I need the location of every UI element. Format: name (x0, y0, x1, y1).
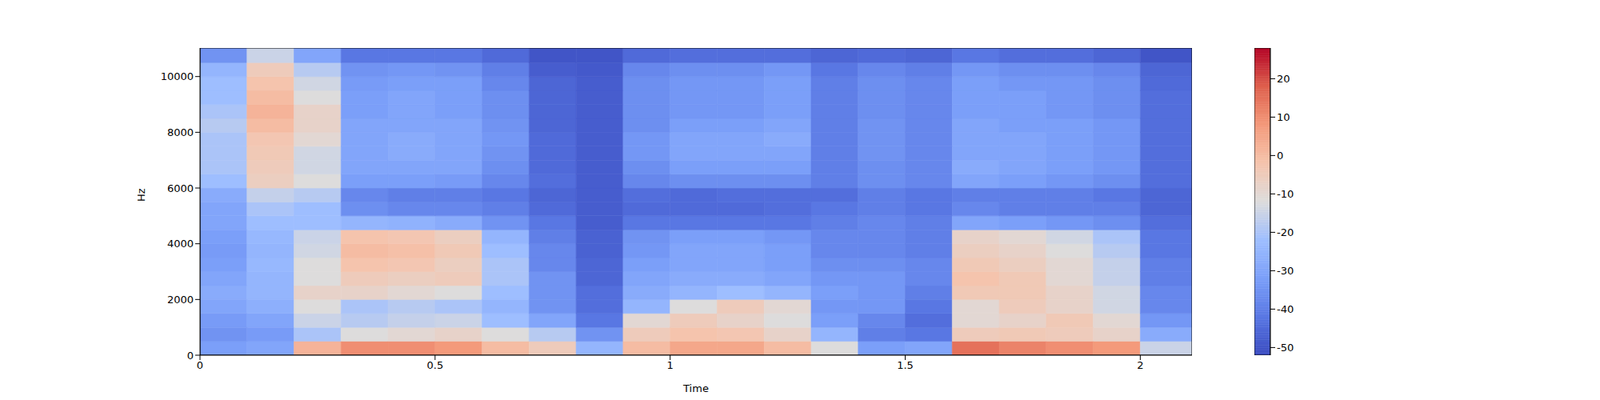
svg-text:-40: -40 (1276, 303, 1294, 316)
svg-text:10: 10 (1276, 111, 1291, 124)
svg-text:2: 2 (1136, 359, 1144, 372)
svg-text:0: 0 (196, 359, 204, 372)
svg-text:20: 20 (1276, 72, 1291, 85)
svg-text:-10: -10 (1276, 188, 1294, 200)
svg-text:1.5: 1.5 (896, 359, 914, 372)
svg-text:-20: -20 (1276, 226, 1294, 239)
svg-text:0.5: 0.5 (426, 359, 444, 372)
svg-text:4000: 4000 (167, 237, 194, 250)
svg-text:Hz: Hz (135, 188, 148, 202)
svg-text:0: 0 (1276, 149, 1284, 162)
svg-text:0: 0 (187, 349, 194, 362)
svg-text:8000: 8000 (167, 126, 194, 139)
svg-text:1: 1 (667, 359, 674, 372)
svg-text:2000: 2000 (167, 293, 194, 306)
svg-text:-30: -30 (1276, 264, 1294, 277)
svg-text:Time: Time (682, 382, 709, 395)
svg-text:-50: -50 (1276, 341, 1294, 354)
svg-text:6000: 6000 (167, 182, 194, 195)
svg-text:10000: 10000 (160, 70, 194, 83)
